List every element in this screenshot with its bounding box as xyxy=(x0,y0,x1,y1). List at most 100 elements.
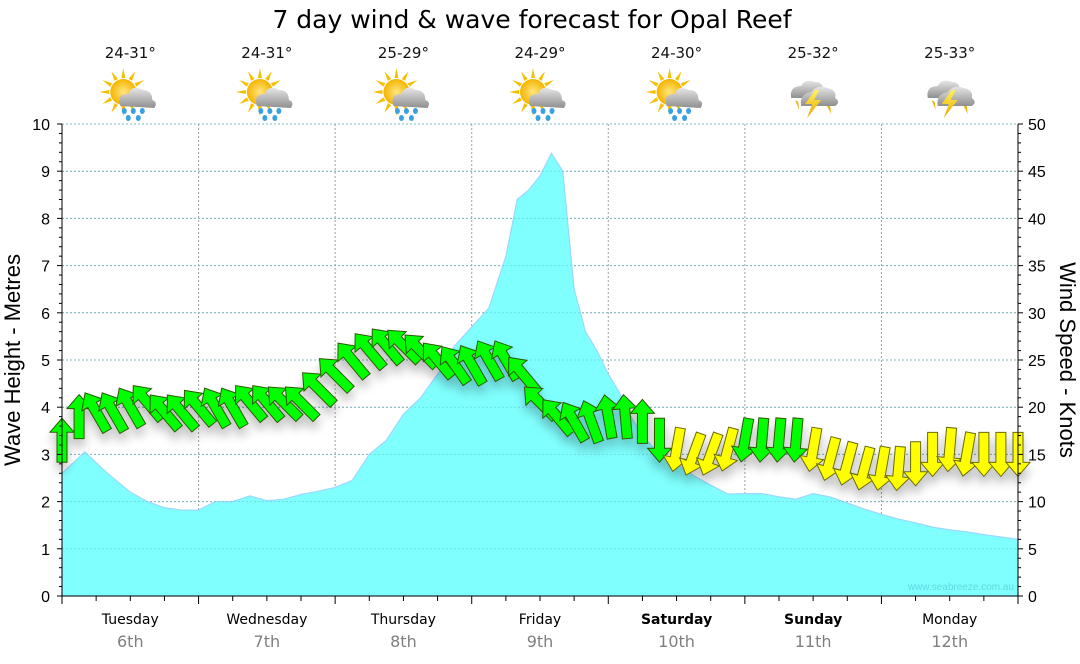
sun-ray xyxy=(512,80,522,87)
sun-ray xyxy=(99,90,110,94)
raindrop xyxy=(121,108,127,114)
temperature-range: 25-29° xyxy=(378,44,429,62)
y-right-tick-label: 45 xyxy=(1028,164,1046,181)
day-label: Friday xyxy=(519,612,561,628)
raindrop xyxy=(272,115,278,121)
sun-ray xyxy=(239,80,249,87)
wind-arrow xyxy=(713,426,739,472)
wind-arrow xyxy=(542,399,576,438)
y-right-tick-label: 5 xyxy=(1028,542,1037,559)
y-left-tick-label: 8 xyxy=(41,211,50,228)
raindrop xyxy=(686,108,692,114)
y-right-tick-label: 35 xyxy=(1028,259,1046,276)
raindrop xyxy=(540,108,546,114)
thunderstorm-icon xyxy=(790,80,839,118)
day-label: Monday xyxy=(922,612,977,628)
sun-ray xyxy=(680,80,691,87)
wind-arrow xyxy=(646,417,673,463)
date-label: 6th xyxy=(117,632,144,651)
wind-arrow xyxy=(695,431,724,476)
raindrop xyxy=(668,108,674,114)
raindrop xyxy=(677,108,683,114)
lightning-bolt xyxy=(805,90,822,118)
raindrop xyxy=(125,115,131,121)
raindrop xyxy=(139,108,145,114)
temperature-range: 24-31° xyxy=(105,44,156,62)
cloud xyxy=(529,87,566,108)
y-left-tick-label: 9 xyxy=(41,164,50,181)
sun-ray xyxy=(375,97,386,104)
sun-ray xyxy=(111,71,119,81)
wind-arrow xyxy=(284,386,321,423)
wind-arrow xyxy=(902,441,929,487)
sun-ray xyxy=(265,71,272,81)
wind-arrow xyxy=(559,401,591,444)
sun-ray xyxy=(121,68,126,78)
sun-ray xyxy=(102,97,113,104)
raindrop xyxy=(403,108,409,114)
watermark: www.seabreeze.com.au xyxy=(907,582,1014,593)
sun-ray xyxy=(509,90,519,94)
wind-arrow xyxy=(183,389,218,428)
sun-ray xyxy=(667,68,672,78)
sun-ray xyxy=(384,71,392,81)
y-left-tick-label: 2 xyxy=(41,495,50,512)
sun-ray xyxy=(239,97,249,104)
raindrop xyxy=(398,115,404,121)
partly-sunny-rain-icon xyxy=(235,68,293,121)
sun-ray xyxy=(648,97,659,104)
raindrop xyxy=(408,115,414,121)
temperature-range: 24-29° xyxy=(514,44,565,62)
sun-ray xyxy=(134,80,145,87)
sun-ray xyxy=(407,80,418,87)
raindrop xyxy=(682,115,688,121)
axes: 01234567891005101520253035404550Tuesday6… xyxy=(32,117,1046,651)
daily-weather-row: 24-31° 24-31° 25-29° 24-29° 24-30° 25-32° 25-3… xyxy=(99,44,975,121)
y-right-tick-label: 40 xyxy=(1028,211,1046,228)
sun-ray xyxy=(521,71,528,81)
raindrop xyxy=(130,108,136,114)
sun-ray xyxy=(384,103,392,113)
sun-ray xyxy=(128,71,136,81)
date-label: 11th xyxy=(795,632,832,651)
y-left-tick-label: 4 xyxy=(41,400,50,417)
sun-ray xyxy=(394,68,399,78)
raindrop xyxy=(531,108,537,114)
partly-sunny-rain-icon xyxy=(509,68,566,121)
raindrop xyxy=(672,115,678,121)
wind-arrow xyxy=(919,431,946,478)
temperature-range: 25-33° xyxy=(924,44,975,62)
lightning-small xyxy=(827,106,832,114)
wind-arrow xyxy=(987,431,1014,478)
raindrop xyxy=(267,108,273,114)
day-label: Tuesday xyxy=(101,612,159,628)
y-axis-left-title: Wave Height - Metres xyxy=(0,254,25,466)
sun-ray xyxy=(674,71,682,81)
y-left-tick-label: 10 xyxy=(32,117,50,134)
y-right-tick-label: 0 xyxy=(1028,589,1037,606)
sun-ray xyxy=(531,68,535,78)
wind-arrow xyxy=(132,385,167,424)
wind-arrow xyxy=(765,417,792,463)
y-right-tick-label: 15 xyxy=(1028,447,1046,464)
day-label: Thursday xyxy=(370,612,436,628)
sun-ray xyxy=(657,71,665,81)
y-left-tick-label: 1 xyxy=(41,542,50,559)
date-label: 8th xyxy=(390,632,417,651)
sun-ray xyxy=(270,80,281,87)
wind-arrow xyxy=(629,398,656,444)
raindrop xyxy=(262,115,268,121)
y-right-tick-label: 20 xyxy=(1028,400,1046,417)
wave-height-area xyxy=(61,152,1019,597)
date-label: 12th xyxy=(931,632,968,651)
wind-arrow xyxy=(319,358,355,394)
y-left-tick-label: 3 xyxy=(41,447,50,464)
raindrop xyxy=(276,108,282,114)
temperature-range: 25-32° xyxy=(788,44,839,62)
date-label: 10th xyxy=(658,632,695,651)
thunderstorm-icon xyxy=(927,80,975,118)
wind-arrow xyxy=(302,372,338,409)
sun-ray xyxy=(512,97,522,104)
date-label: 7th xyxy=(254,632,281,651)
y-left-tick-label: 0 xyxy=(41,589,50,606)
